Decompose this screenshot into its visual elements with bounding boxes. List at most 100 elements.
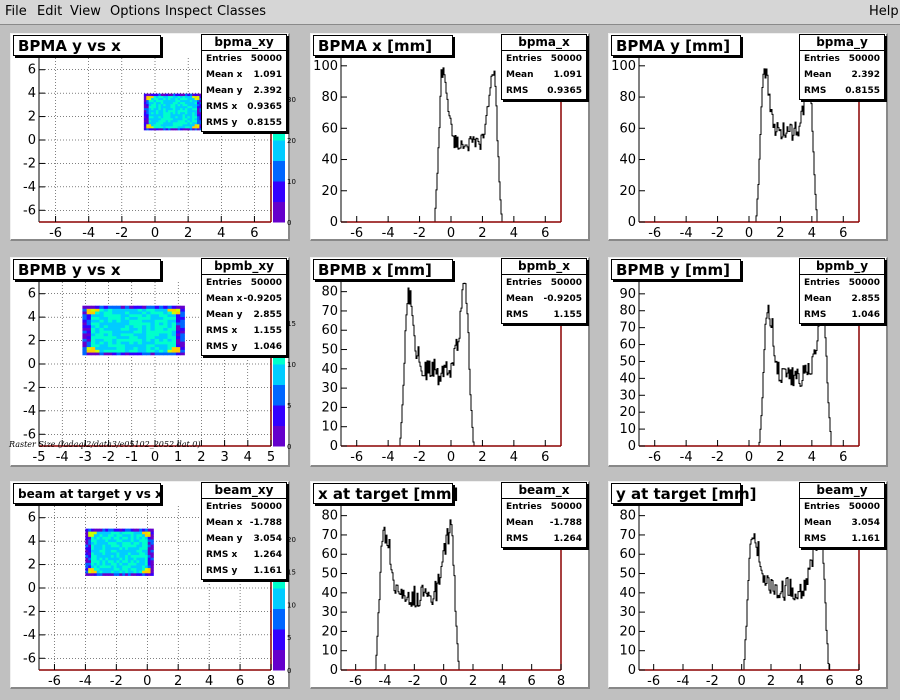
heat-cell bbox=[163, 316, 168, 320]
y-tick-label: 60 bbox=[619, 121, 636, 136]
heat-cell bbox=[103, 324, 109, 328]
heat-cell bbox=[189, 109, 193, 113]
stats-value: 0.8155 bbox=[845, 86, 880, 96]
heat-cell bbox=[105, 557, 109, 561]
heat-cell bbox=[103, 305, 109, 309]
heat-cell bbox=[175, 111, 179, 115]
heat-cell bbox=[192, 125, 196, 129]
heat-cell bbox=[167, 349, 173, 353]
heat-cell bbox=[168, 97, 171, 101]
heat-cell bbox=[96, 536, 100, 540]
heat-cell bbox=[116, 327, 122, 331]
pad-bpma_x[interactable]: -6 -4 -2 0 2 4 6 0 20 40 60 80 100 BPMA x [mm] bpma_x E… bbox=[310, 33, 590, 241]
palette-tick-label: 0 bbox=[287, 443, 291, 451]
heat-cell bbox=[88, 531, 92, 535]
heat-cell bbox=[129, 327, 134, 331]
heat-cell bbox=[110, 528, 115, 532]
heat-cell bbox=[144, 541, 149, 545]
heat-cell bbox=[199, 95, 203, 99]
heat-cell bbox=[153, 125, 157, 129]
heat-cell bbox=[119, 549, 123, 553]
heat-cell bbox=[182, 111, 186, 115]
heat-cell bbox=[127, 539, 132, 543]
menu-options[interactable]: Options bbox=[110, 4, 161, 19]
heat-cell bbox=[125, 567, 129, 571]
heat-cell bbox=[141, 335, 147, 339]
menu-inspect[interactable]: Inspect bbox=[165, 4, 213, 19]
pad-beam_y[interactable]: -6 -4 -2 0 2 4 6 8 0 10 20 30 40 50 60 70 80 y at target … bbox=[608, 481, 888, 689]
heat-cell bbox=[93, 557, 98, 561]
heat-cell bbox=[139, 570, 143, 574]
heat-cell bbox=[120, 319, 126, 323]
pad-bpmb_y[interactable]: -6 -4 -2 0 2 4 6 0 10 20 30 40 50 60 70 80 90 BPMB y [mm]… bbox=[608, 257, 888, 467]
heat-cell bbox=[105, 552, 109, 556]
pad-bpma_xy[interactable]: 0 10 20 30 -6 -4 -2 0 2 4 6 -6 -4 -2 0 2 4 6 BPMA y vs x bp… bbox=[10, 33, 296, 241]
palette-swatch bbox=[273, 364, 285, 385]
heat-cell bbox=[197, 115, 200, 119]
heat-cell bbox=[122, 549, 126, 553]
stats-box-title: beam_xy bbox=[202, 483, 286, 499]
heat-cell bbox=[99, 319, 105, 323]
heat-cell bbox=[120, 341, 126, 345]
stats-key: Mean x bbox=[206, 70, 243, 80]
pad-bpmb_x[interactable]: -6 -4 -2 0 2 4 6 0 10 20 30 40 50 60 70 80 BPMB x [mm] bp… bbox=[310, 257, 590, 467]
heat-cell bbox=[119, 536, 123, 540]
y-tick-label: 60 bbox=[321, 323, 338, 338]
x-tick-label: 4 bbox=[244, 450, 252, 465]
heat-cell bbox=[158, 330, 164, 334]
pad-bpmb_xy[interactable]: 0 5 10 15 -5 -4 -3 -2 -1 0 1 2 3 4 5 -6 -4 -2 0 2 4 6 BPMB y v… bbox=[10, 257, 296, 467]
heat-cell bbox=[119, 554, 123, 558]
stats-value: -0.9205 bbox=[243, 294, 282, 304]
heat-cell bbox=[142, 533, 146, 537]
heat-cell bbox=[139, 552, 143, 556]
heat-cell bbox=[125, 544, 129, 548]
heat-cell bbox=[192, 95, 196, 99]
heat-cell bbox=[142, 552, 146, 556]
heat-cell bbox=[165, 121, 169, 125]
heat-cell bbox=[141, 322, 147, 326]
menu-file[interactable]: File bbox=[5, 4, 27, 19]
heat-cell bbox=[116, 313, 122, 318]
pad-bpma_y[interactable]: -6 -4 -2 0 2 4 6 0 20 40 60 80 100 BPMA y [mm] bpma_y E… bbox=[608, 33, 888, 241]
x-tick-label: -6 bbox=[648, 226, 661, 241]
y-tick-label: 0 bbox=[330, 663, 338, 678]
stats-row: Mean 3.054 bbox=[800, 515, 884, 531]
heat-cell bbox=[175, 330, 181, 334]
menu-edit[interactable]: Edit bbox=[37, 4, 63, 19]
x-tick-label: 0 bbox=[143, 674, 151, 689]
heat-cell bbox=[180, 109, 183, 113]
heat-cell bbox=[95, 322, 100, 326]
heat-cell bbox=[88, 565, 92, 569]
heat-cell bbox=[163, 322, 168, 326]
stats-row: RMS x 1.155 bbox=[202, 323, 286, 339]
heat-cell bbox=[151, 103, 154, 107]
heat-cell bbox=[125, 559, 129, 563]
menu-view[interactable]: View bbox=[70, 4, 101, 19]
heat-cell bbox=[139, 528, 143, 532]
heat-cell bbox=[133, 528, 137, 532]
heat-cell bbox=[113, 565, 117, 569]
heat-cell bbox=[144, 562, 149, 566]
menu-help[interactable]: Help bbox=[869, 4, 899, 19]
heat-cell bbox=[170, 101, 174, 105]
heat-cell bbox=[175, 343, 181, 348]
heat-cell bbox=[85, 541, 89, 545]
y-tick-label: 4 bbox=[28, 310, 36, 325]
heat-cell bbox=[180, 349, 185, 353]
heat-cell bbox=[103, 311, 109, 315]
heat-cell bbox=[119, 544, 123, 548]
heat-cell bbox=[175, 93, 179, 97]
pad-beam_xy[interactable]: 0 5 10 15 20 -6 -4 -2 0 2 4 6 8 -6 -4 -2 0 2 4 6 beam at tar… bbox=[10, 481, 296, 689]
heat-cell bbox=[148, 95, 152, 99]
heat-cell bbox=[90, 343, 96, 348]
x-tick-label: -1 bbox=[125, 450, 138, 465]
root-canvas[interactable]: 0 10 20 30 -6 -4 -2 0 2 4 6 -6 -4 -2 0 2 4 6 BPMA y vs x bp… bbox=[0, 25, 900, 700]
heat-cell bbox=[129, 305, 134, 309]
heat-cell bbox=[170, 127, 174, 131]
pad-beam_x[interactable]: -6 -4 -2 0 2 4 6 8 0 10 20 30 40 50 60 70 80 x at target … bbox=[310, 481, 590, 689]
heat-cell bbox=[99, 562, 103, 566]
menu-classes[interactable]: Classes bbox=[217, 4, 266, 19]
heat-cell bbox=[103, 349, 109, 353]
heat-cell bbox=[158, 105, 162, 109]
heat-cell bbox=[168, 105, 171, 109]
